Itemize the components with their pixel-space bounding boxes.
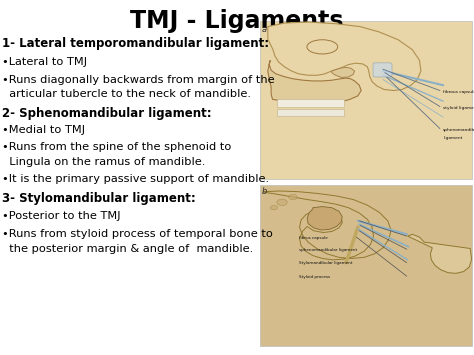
- Text: b: b: [262, 187, 267, 196]
- Text: •Runs from styloid process of temporal bone to: •Runs from styloid process of temporal b…: [2, 229, 273, 239]
- Bar: [277, 99, 344, 107]
- Text: Lingula on the ramus of mandible.: Lingula on the ramus of mandible.: [2, 157, 206, 167]
- Polygon shape: [268, 60, 361, 104]
- Text: styloid ligament: styloid ligament: [443, 106, 474, 110]
- Ellipse shape: [289, 195, 297, 200]
- Ellipse shape: [307, 40, 337, 54]
- Polygon shape: [268, 22, 421, 91]
- Bar: [277, 109, 344, 116]
- Text: articular tubercle to the neck of mandible.: articular tubercle to the neck of mandib…: [2, 89, 251, 99]
- FancyBboxPatch shape: [373, 63, 392, 77]
- Text: •Runs from the spine of the sphenoid to: •Runs from the spine of the sphenoid to: [2, 142, 232, 152]
- Text: sphenomandibular: sphenomandibular: [443, 127, 474, 132]
- Text: •Posterior to the TMJ: •Posterior to the TMJ: [2, 211, 121, 221]
- Ellipse shape: [277, 199, 287, 206]
- Bar: [260, 21, 472, 179]
- Text: Styloid process: Styloid process: [299, 275, 330, 279]
- Text: •Medial to TMJ: •Medial to TMJ: [2, 125, 85, 135]
- Text: fibrus capsule: fibrus capsule: [299, 236, 328, 240]
- Text: ligament: ligament: [443, 136, 463, 140]
- Polygon shape: [332, 67, 355, 77]
- Text: sphenomandibular ligament: sphenomandibular ligament: [299, 248, 357, 252]
- Polygon shape: [408, 234, 472, 273]
- Text: Stylomandibular ligament: Stylomandibular ligament: [299, 261, 352, 266]
- Text: •Runs diagonally backwards from margin of the: •Runs diagonally backwards from margin o…: [2, 75, 275, 84]
- Text: TMJ - Ligaments: TMJ - Ligaments: [130, 9, 344, 33]
- Text: 3- Stylomandibular ligament:: 3- Stylomandibular ligament:: [2, 192, 196, 206]
- Polygon shape: [263, 191, 391, 260]
- Bar: [260, 185, 472, 346]
- Text: •It is the primary passive support of mandible.: •It is the primary passive support of ma…: [2, 174, 270, 184]
- Text: the posterior margin & angle of  mandible.: the posterior margin & angle of mandible…: [2, 244, 254, 254]
- Ellipse shape: [270, 206, 277, 210]
- Polygon shape: [307, 207, 342, 230]
- Text: 2- Sphenomandibular ligament:: 2- Sphenomandibular ligament:: [2, 106, 212, 120]
- Text: fibrous capsule: fibrous capsule: [443, 90, 474, 94]
- Text: •Lateral to TMJ: •Lateral to TMJ: [2, 57, 88, 67]
- Text: 1- Lateral temporomandibular ligament:: 1- Lateral temporomandibular ligament:: [2, 37, 270, 50]
- Text: a: a: [262, 25, 267, 34]
